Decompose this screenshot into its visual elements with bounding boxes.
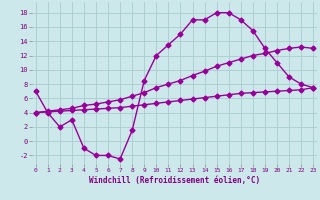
X-axis label: Windchill (Refroidissement éolien,°C): Windchill (Refroidissement éolien,°C): [89, 176, 260, 185]
